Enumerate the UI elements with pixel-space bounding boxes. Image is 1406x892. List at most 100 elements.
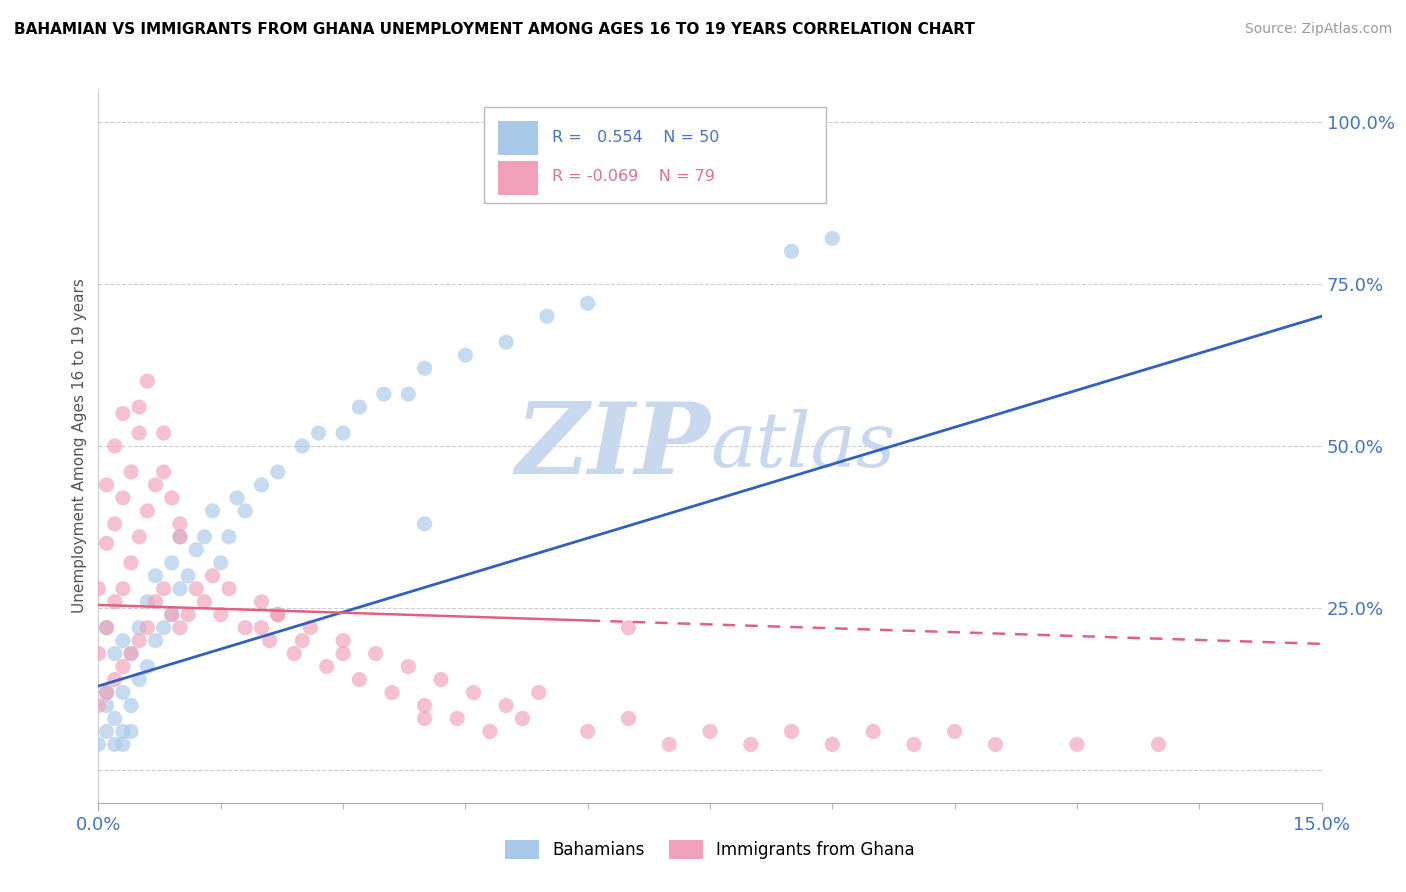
Point [128, 400, 150, 414]
Point [430, 673, 453, 687]
Point [780, 724, 803, 739]
Point [128, 621, 150, 635]
Point [396, 387, 419, 401]
Point [233, 504, 256, 518]
Point [250, 595, 273, 609]
Point [413, 361, 436, 376]
Point [145, 633, 167, 648]
Point [527, 685, 550, 699]
Point [96, 685, 118, 699]
Point [413, 711, 436, 725]
Point [454, 348, 477, 362]
Point [413, 698, 436, 713]
Text: Source: ZipAtlas.com: Source: ZipAtlas.com [1244, 22, 1392, 37]
Point [169, 516, 191, 531]
Point [104, 439, 127, 453]
Point [111, 633, 134, 648]
Point [250, 478, 273, 492]
Point [576, 296, 599, 310]
Point [332, 633, 354, 648]
Point [120, 647, 142, 661]
Point [495, 698, 517, 713]
Point [120, 556, 142, 570]
Point [96, 698, 118, 713]
Point [104, 595, 127, 609]
Point [160, 491, 183, 505]
Point [291, 439, 314, 453]
Point [349, 673, 371, 687]
Point [145, 595, 167, 609]
Point [104, 647, 127, 661]
Point [160, 607, 183, 622]
Point [267, 607, 290, 622]
Text: BAHAMIAN VS IMMIGRANTS FROM GHANA UNEMPLOYMENT AMONG AGES 16 TO 19 YEARS CORRELA: BAHAMIAN VS IMMIGRANTS FROM GHANA UNEMPL… [14, 22, 974, 37]
Point [209, 607, 232, 622]
Text: R = -0.069    N = 79: R = -0.069 N = 79 [553, 169, 716, 185]
Point [136, 659, 159, 673]
Point [87, 698, 110, 713]
Point [104, 711, 127, 725]
Point [780, 244, 803, 259]
Point [128, 425, 150, 440]
Point [136, 504, 159, 518]
Point [193, 530, 215, 544]
Text: atlas: atlas [710, 409, 896, 483]
Point [332, 647, 354, 661]
Point [186, 542, 208, 557]
Point [136, 595, 159, 609]
Point [396, 659, 419, 673]
Point [152, 582, 174, 596]
Point [862, 724, 884, 739]
Point [495, 335, 517, 350]
Point [943, 724, 966, 739]
Point [478, 724, 501, 739]
Point [96, 536, 118, 550]
Point [512, 711, 534, 725]
Point [111, 685, 134, 699]
Point [96, 685, 118, 699]
Point [87, 738, 110, 752]
Point [128, 633, 150, 648]
Point [136, 374, 159, 388]
Point [617, 711, 640, 725]
Point [821, 738, 844, 752]
Point [120, 698, 142, 713]
Point [658, 738, 681, 752]
Y-axis label: Unemployment Among Ages 16 to 19 years: Unemployment Among Ages 16 to 19 years [72, 278, 87, 614]
Point [111, 407, 134, 421]
Point [111, 659, 134, 673]
Point [201, 568, 224, 582]
Point [169, 621, 191, 635]
Point [226, 491, 249, 505]
Point [250, 621, 273, 635]
Point [413, 516, 436, 531]
Point [536, 310, 558, 324]
Point [96, 724, 118, 739]
Point [145, 478, 167, 492]
Point [984, 738, 1007, 752]
Point [111, 491, 134, 505]
Bar [498, 161, 537, 194]
Point [128, 673, 150, 687]
Point [332, 425, 354, 440]
FancyBboxPatch shape [484, 107, 827, 203]
Point [145, 568, 167, 582]
Point [283, 647, 305, 661]
Point [104, 738, 127, 752]
Point [169, 530, 191, 544]
Point [160, 556, 183, 570]
Point [349, 400, 371, 414]
Legend: Bahamians, Immigrants from Ghana: Bahamians, Immigrants from Ghana [499, 833, 921, 866]
Point [463, 685, 485, 699]
Point [152, 425, 174, 440]
Point [111, 582, 134, 596]
Point [218, 530, 240, 544]
Point [96, 621, 118, 635]
Text: ZIP: ZIP [515, 398, 710, 494]
Point [617, 621, 640, 635]
Point [308, 425, 330, 440]
Point [120, 465, 142, 479]
Point [177, 568, 200, 582]
Point [120, 724, 142, 739]
Point [96, 621, 118, 635]
